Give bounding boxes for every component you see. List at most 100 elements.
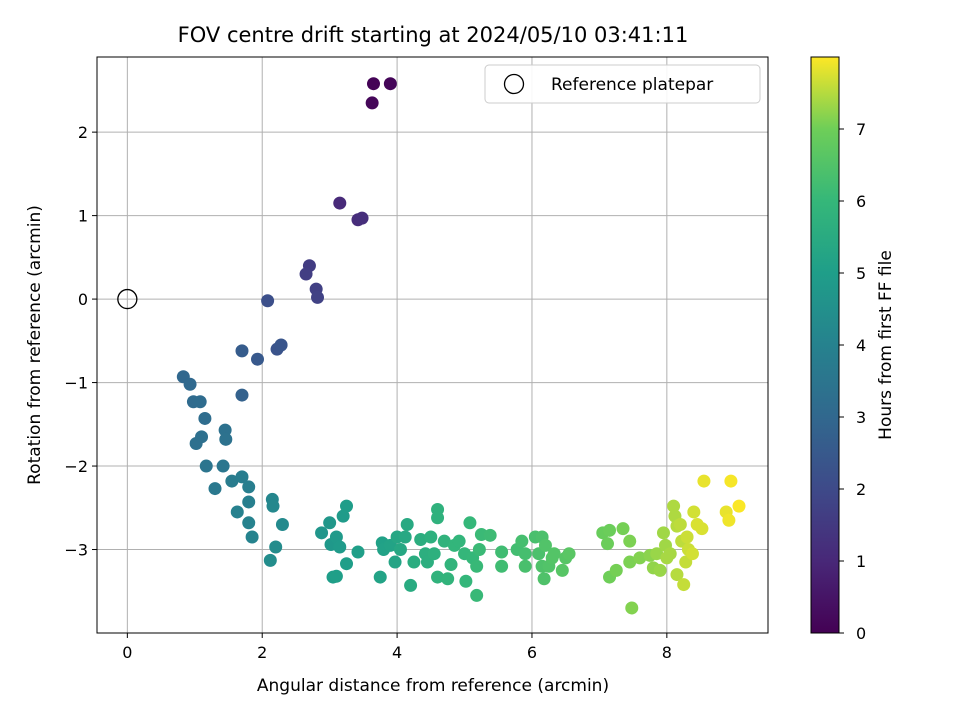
data-point: [275, 517, 289, 531]
legend-box: [484, 64, 761, 104]
data-point: [235, 388, 249, 402]
y-axis-label: Rotation from reference (arcmin): [25, 205, 45, 485]
data-point: [547, 547, 561, 561]
data-point: [483, 528, 497, 542]
data-point: [235, 470, 249, 484]
data-point: [329, 569, 343, 583]
colorbar-tick-label: 7: [856, 120, 866, 139]
data-point: [366, 77, 380, 91]
data-point: [623, 534, 637, 548]
data-point: [697, 474, 711, 488]
data-point: [261, 294, 275, 308]
data-point: [724, 474, 738, 488]
reference-platepar-marker: [117, 288, 138, 310]
chart-title: FOV centre drift starting at 2024/05/10 …: [178, 23, 689, 47]
data-point: [633, 551, 647, 565]
y-tick-label: 0: [78, 290, 88, 309]
data-point: [198, 411, 212, 425]
data-point: [722, 513, 736, 527]
data-point: [609, 563, 623, 577]
data-point: [459, 574, 473, 588]
data-point: [470, 559, 484, 573]
data-point: [400, 517, 414, 531]
data-point: [687, 505, 701, 519]
data-point: [225, 474, 239, 488]
data-point: [562, 547, 576, 561]
data-point: [263, 553, 277, 567]
colorbar-gradient: [810, 56, 840, 634]
data-point: [274, 338, 288, 352]
data-point: [667, 499, 681, 513]
data-point: [518, 547, 532, 561]
data-point: [437, 534, 451, 548]
data-point: [315, 526, 329, 540]
data-point: [340, 499, 354, 513]
data-point: [495, 559, 509, 573]
x-tick-label: 4: [392, 643, 402, 662]
data-point: [355, 211, 369, 225]
data-point: [677, 578, 691, 592]
data-point: [470, 588, 484, 602]
colorbar-tick-label: 2: [856, 480, 866, 499]
data-point: [269, 540, 283, 554]
data-point: [299, 267, 313, 281]
data-point: [242, 516, 256, 530]
data-point: [195, 430, 209, 444]
data-point: [653, 563, 667, 577]
data-point: [444, 558, 458, 572]
data-point: [393, 543, 407, 557]
data-point: [216, 459, 230, 473]
data-point: [365, 96, 379, 110]
data-point: [242, 480, 256, 494]
x-tick-label: 2: [257, 643, 267, 662]
data-point: [673, 517, 687, 531]
data-point: [495, 545, 509, 559]
data-point: [431, 511, 445, 525]
data-point: [407, 555, 421, 569]
data-point: [383, 77, 397, 91]
data-point: [329, 530, 343, 544]
legend-marker-open-circle: [503, 73, 525, 95]
data-point: [670, 568, 684, 582]
colorbar-tick-label: 1: [856, 552, 866, 571]
data-point: [351, 545, 365, 559]
x-axis: 0 2 4 6 8: [122, 633, 672, 662]
data-point: [732, 499, 746, 513]
data-point: [463, 516, 477, 530]
data-point: [518, 559, 532, 573]
data-point: [404, 578, 418, 592]
y-tick-label: −1: [64, 374, 88, 393]
data-point: [441, 572, 455, 586]
data-point: [555, 563, 569, 577]
reference-layer: [117, 288, 138, 310]
data-point: [336, 509, 350, 523]
data-point: [603, 523, 617, 537]
data-point: [245, 530, 259, 544]
data-point: [663, 547, 677, 561]
data-point: [680, 530, 694, 544]
colorbar-tick-label: 4: [856, 336, 866, 355]
data-point: [373, 570, 387, 584]
data-point: [219, 432, 233, 446]
data-point: [616, 522, 630, 536]
data-point: [452, 534, 466, 548]
colorbar-ticks: 0 1 2 3 4 5 6 7: [839, 120, 866, 643]
colorbar-tick-label: 6: [856, 192, 866, 211]
data-point: [235, 344, 249, 358]
data-point: [685, 547, 699, 561]
data-point: [538, 538, 552, 552]
data-point: [333, 540, 347, 554]
data-point: [230, 505, 244, 519]
colorbar-tick-label: 0: [856, 624, 866, 643]
data-point: [323, 516, 337, 530]
colorbar-label: Hours from first FF file: [876, 250, 896, 440]
data-point: [424, 530, 438, 544]
data-point: [266, 499, 280, 513]
data-points: [176, 77, 746, 615]
data-point: [623, 555, 637, 569]
data-point: [398, 530, 412, 544]
data-point: [251, 352, 265, 366]
data-point: [333, 196, 347, 210]
legend: Reference platepar: [484, 64, 761, 104]
